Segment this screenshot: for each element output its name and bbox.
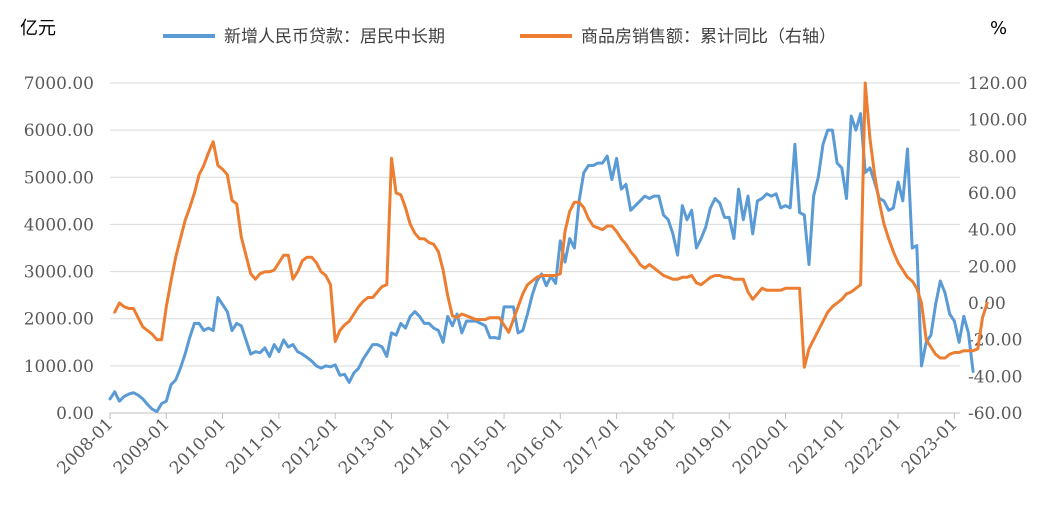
x-tick-label-0: 2008-01 bbox=[53, 414, 117, 478]
x-tick-label-7: 2015-01 bbox=[447, 414, 511, 478]
right-tick-label-9: 120.00 bbox=[968, 74, 1027, 94]
left-tick-label-3: 3000.00 bbox=[24, 263, 94, 283]
left-axis-unit: 亿元 bbox=[20, 18, 56, 39]
right-tick-label-4: 20.00 bbox=[968, 257, 1017, 277]
left-tick-label-1: 1000.00 bbox=[24, 357, 94, 377]
x-tick-label-4: 2012-01 bbox=[279, 414, 343, 478]
x-tick-label-6: 2014-01 bbox=[391, 414, 455, 478]
left-tick-label-6: 6000.00 bbox=[24, 121, 94, 141]
left-tick-label-0: 0.00 bbox=[56, 404, 94, 424]
series-lines bbox=[108, 81, 989, 414]
legend-label-sales: 商品房销售额：累计同比（右轴） bbox=[581, 27, 836, 47]
left-tick-label-7: 7000.00 bbox=[24, 74, 94, 94]
right-tick-label-8: 100.00 bbox=[968, 111, 1027, 131]
x-tick-label-1: 2009-01 bbox=[110, 414, 174, 478]
x-tick-label-3: 2011-01 bbox=[222, 414, 286, 478]
x-tick-label-11: 2019-01 bbox=[673, 414, 737, 478]
right-axis-unit: % bbox=[990, 18, 1007, 39]
x-tick-label-5: 2013-01 bbox=[335, 414, 399, 478]
series-line-1 bbox=[113, 81, 989, 369]
right-tick-label-5: 40.00 bbox=[968, 221, 1017, 241]
x-tick-label-2: 2010-01 bbox=[166, 414, 230, 478]
left-tick-label-2: 2000.00 bbox=[24, 310, 94, 330]
x-tick-label-13: 2021-01 bbox=[785, 414, 849, 478]
x-tick-label-10: 2018-01 bbox=[616, 414, 680, 478]
x-tick-label-8: 2016-01 bbox=[504, 414, 568, 478]
legend-label-loans: 新增人民币贷款：居民中长期 bbox=[224, 27, 445, 47]
legend: 新增人民币贷款：居民中长期 商品房销售额：累计同比（右轴） bbox=[163, 27, 836, 47]
left-tick-label-5: 5000.00 bbox=[24, 168, 94, 188]
right-axis-ticks: -60.00-40.00-20.000.0020.0040.0060.0080.… bbox=[968, 74, 1027, 424]
right-tick-label-7: 80.00 bbox=[968, 147, 1017, 167]
right-tick-label-6: 60.00 bbox=[968, 184, 1017, 204]
x-tick-label-15: 2023-01 bbox=[898, 414, 962, 478]
left-tick-label-4: 4000.00 bbox=[24, 215, 94, 235]
x-tick-label-12: 2020-01 bbox=[729, 414, 793, 478]
right-tick-label-0: -60.00 bbox=[968, 404, 1022, 424]
right-tick-label-1: -40.00 bbox=[968, 367, 1022, 387]
series-line-0 bbox=[108, 112, 975, 414]
x-axis-ticks: 2008-012009-012010-012011-012012-012013-… bbox=[53, 413, 962, 478]
right-tick-label-2: -20.00 bbox=[968, 331, 1022, 351]
x-tick-label-14: 2022-01 bbox=[842, 414, 906, 478]
x-tick-label-9: 2017-01 bbox=[560, 414, 624, 478]
left-axis-ticks: 0.00 1000.00 2000.00 3000.00 4000.00 5000.00 6… bbox=[24, 74, 94, 424]
